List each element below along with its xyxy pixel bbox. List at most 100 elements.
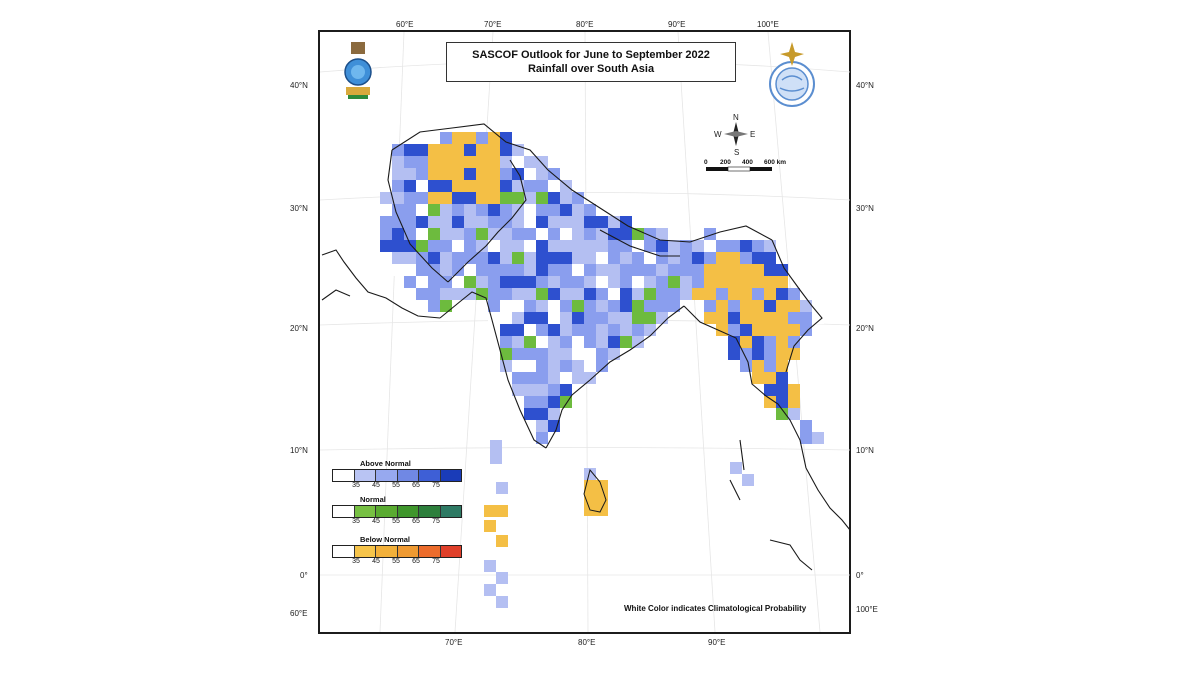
top-lon-labels: 60°E 70°E 80°E 90°E 100°E	[396, 20, 779, 29]
forecast-cell	[440, 228, 452, 240]
forecast-cell	[404, 168, 416, 180]
forecast-cell	[656, 312, 668, 324]
forecast-cell	[548, 288, 560, 300]
forecast-cell	[596, 480, 608, 492]
forecast-cell	[500, 168, 512, 180]
forecast-cell	[764, 276, 776, 288]
coastline-arabian	[321, 249, 441, 319]
forecast-cell	[584, 216, 596, 228]
legend-colorbar	[332, 505, 462, 518]
forecast-cell	[512, 216, 524, 228]
forecast-cell	[548, 372, 560, 384]
lat-label: 100°E	[856, 605, 878, 614]
forecast-cell	[464, 204, 476, 216]
border-afghan	[387, 149, 449, 283]
forecast-cell	[584, 228, 596, 240]
forecast-cell	[464, 216, 476, 228]
forecast-cell	[500, 324, 512, 336]
forecast-cell	[452, 192, 464, 204]
forecast-cell	[596, 252, 608, 264]
forecast-cell	[488, 180, 500, 192]
forecast-cell	[440, 264, 452, 276]
forecast-cell	[524, 300, 536, 312]
forecast-cell	[500, 348, 512, 360]
forecast-cell	[596, 360, 608, 372]
forecast-cell	[788, 384, 800, 396]
forecast-cell	[548, 192, 560, 204]
wmo-logo	[769, 42, 815, 107]
forecast-cell	[752, 312, 764, 324]
forecast-cell	[524, 384, 536, 396]
forecast-cell	[536, 336, 548, 348]
forecast-cell	[488, 288, 500, 300]
forecast-cell	[596, 324, 608, 336]
forecast-cell	[524, 156, 536, 168]
forecast-cell	[536, 228, 548, 240]
legend-swatch	[397, 546, 419, 557]
forecast-cell	[752, 264, 764, 276]
forecast-cell	[716, 252, 728, 264]
forecast-cell	[496, 596, 508, 608]
forecast-cell	[620, 300, 632, 312]
forecast-cell	[512, 396, 524, 408]
forecast-cell	[452, 252, 464, 264]
scale-bar: 0 200 400 600 km	[704, 159, 786, 172]
forecast-cell	[452, 216, 464, 228]
forecast-cell	[500, 336, 512, 348]
forecast-cell	[764, 396, 776, 408]
forecast-cell	[476, 216, 488, 228]
forecast-cells	[380, 132, 824, 608]
forecast-cell	[496, 535, 508, 547]
forecast-cell	[404, 252, 416, 264]
forecast-cell	[536, 240, 548, 252]
forecast-cell	[704, 264, 716, 276]
forecast-cell	[584, 348, 596, 360]
legend-swatch	[354, 506, 376, 517]
legend-tick: 75	[432, 558, 440, 565]
forecast-cell	[440, 192, 452, 204]
forecast-cell	[524, 168, 536, 180]
forecast-cell	[512, 360, 524, 372]
forecast-cell	[536, 288, 548, 300]
forecast-cell	[656, 252, 668, 264]
forecast-cell	[452, 204, 464, 216]
forecast-cell	[488, 204, 500, 216]
forecast-cell	[476, 156, 488, 168]
forecast-cell	[560, 240, 572, 252]
forecast-cell	[740, 264, 752, 276]
forecast-cell	[392, 216, 404, 228]
forecast-cell	[656, 300, 668, 312]
forecast-cell	[484, 505, 496, 517]
forecast-cell	[404, 264, 416, 276]
forecast-cell	[584, 300, 596, 312]
forecast-cell	[548, 336, 560, 348]
forecast-cell	[476, 204, 488, 216]
forecast-cell	[524, 336, 536, 348]
forecast-cell	[632, 288, 644, 300]
legend-tick: 65	[412, 558, 420, 565]
forecast-cell	[548, 396, 560, 408]
forecast-cell	[716, 276, 728, 288]
forecast-cell	[500, 156, 512, 168]
forecast-cell	[620, 312, 632, 324]
forecast-cell	[764, 324, 776, 336]
forecast-cell	[752, 324, 764, 336]
forecast-cell	[584, 324, 596, 336]
compass-w: W	[714, 130, 722, 139]
forecast-cell	[512, 168, 524, 180]
forecast-cell	[680, 276, 692, 288]
legend-swatch	[354, 546, 376, 557]
forecast-cell	[404, 144, 416, 156]
forecast-cell	[776, 264, 788, 276]
lon-label: 100°E	[757, 20, 779, 29]
legend-tick: 45	[372, 518, 380, 525]
forecast-cell	[704, 288, 716, 300]
forecast-cell	[512, 264, 524, 276]
forecast-cell	[452, 180, 464, 192]
forecast-cell	[476, 168, 488, 180]
forecast-cell	[392, 204, 404, 216]
legend-title: Below Normal	[360, 535, 411, 544]
forecast-cell	[512, 324, 524, 336]
forecast-cell	[404, 216, 416, 228]
forecast-cell	[392, 252, 404, 264]
